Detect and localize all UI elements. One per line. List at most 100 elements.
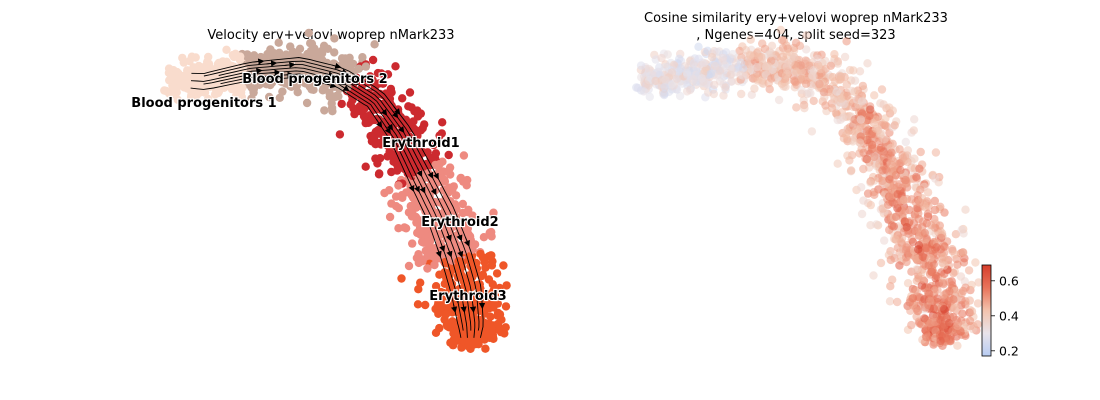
streamline-arrow (331, 62, 342, 69)
cell-point (856, 115, 866, 124)
cell-point (355, 107, 365, 116)
cell-point (931, 174, 940, 183)
cell-point (459, 177, 468, 186)
cell-point (173, 95, 182, 105)
cell-point (953, 341, 962, 350)
cell-point (385, 212, 395, 222)
cell-point (444, 150, 453, 160)
cell-point (728, 49, 737, 59)
cell-point (881, 114, 890, 123)
cell-point (694, 42, 703, 51)
cell-point (876, 99, 885, 108)
cell-point (950, 250, 960, 259)
cell-point (459, 151, 469, 160)
cell-point (318, 79, 327, 89)
cell-point (885, 175, 894, 184)
cell-point (203, 94, 213, 104)
streamline-arrow (269, 69, 281, 76)
cell-point (185, 56, 194, 66)
cell-point (709, 89, 718, 99)
cell-point (778, 36, 787, 45)
cell-point (908, 237, 918, 247)
cell-point (721, 83, 730, 92)
cell-point (278, 87, 287, 96)
colorbar-tick-label: 0.4 (999, 308, 1019, 323)
cell-point (238, 64, 248, 74)
cell-point (454, 257, 463, 266)
cell-point (501, 323, 510, 332)
streamline (191, 57, 484, 338)
streamline-arrow (375, 119, 383, 128)
cell-point (710, 61, 720, 71)
cell-point (939, 305, 949, 314)
cluster-label-blood-progenitors-1: Blood progenitors 1 (131, 96, 276, 111)
cell-point (383, 70, 393, 79)
streamline-arrow (284, 61, 296, 69)
cell-point (361, 62, 371, 71)
cell-point (889, 180, 899, 190)
cell-point (890, 121, 899, 130)
cell-point (891, 212, 901, 221)
cell-point (903, 146, 913, 155)
cluster-label-blood-progenitors-2: Blood progenitors 2 (242, 72, 387, 87)
cell-point (886, 192, 895, 201)
cell-point (886, 255, 895, 265)
streamline-arrow (445, 231, 452, 242)
cell-point (636, 61, 646, 70)
cell-point (838, 113, 848, 122)
cell-point (414, 258, 423, 268)
cell-point (936, 315, 945, 325)
streamline-arrow (460, 304, 467, 313)
streamline-arrow (408, 182, 415, 192)
cell-point (930, 196, 939, 206)
cell-point (837, 94, 846, 103)
cell-point (875, 159, 884, 169)
streamline-arrow (454, 295, 461, 304)
cell-point (337, 99, 346, 109)
streamline-arrow (473, 291, 480, 300)
cell-point (847, 166, 856, 175)
cell-point (859, 196, 868, 205)
cell-point (423, 148, 432, 157)
cell-point (868, 140, 877, 149)
streamline-arrow (282, 71, 294, 78)
cell-point (973, 320, 982, 329)
cell-point (967, 307, 977, 316)
cell-point (754, 52, 764, 62)
cell-point (721, 61, 730, 70)
cell-point (328, 107, 337, 116)
cell-point (435, 323, 444, 333)
streamline-arrow (338, 79, 347, 86)
cell-point (852, 126, 861, 135)
cell-point (413, 300, 423, 309)
cell-point (443, 167, 452, 176)
cell-point (776, 25, 785, 35)
cell-point (842, 130, 851, 139)
cell-point (866, 105, 875, 114)
cell-point (877, 85, 887, 94)
cell-point (488, 280, 497, 289)
cell-point (936, 336, 945, 346)
cell-point (373, 159, 382, 168)
cell-point (323, 44, 333, 53)
cell-point (463, 224, 472, 233)
cell-point (274, 38, 283, 47)
cell-point (394, 181, 403, 190)
cell-point (481, 263, 490, 272)
cell-point (501, 302, 511, 311)
streamline-arrow (380, 107, 388, 116)
cell-point (431, 149, 441, 158)
cell-point (479, 307, 488, 316)
cell-point (191, 53, 200, 62)
cell-point (905, 298, 914, 307)
streamline (190, 67, 472, 331)
cell-point (921, 244, 930, 253)
cell-point (902, 257, 911, 267)
cell-point (370, 133, 379, 142)
cell-point (495, 310, 505, 319)
cell-point (857, 97, 867, 106)
cell-point (920, 228, 929, 238)
cell-point (973, 299, 983, 308)
cell-point (309, 85, 318, 95)
